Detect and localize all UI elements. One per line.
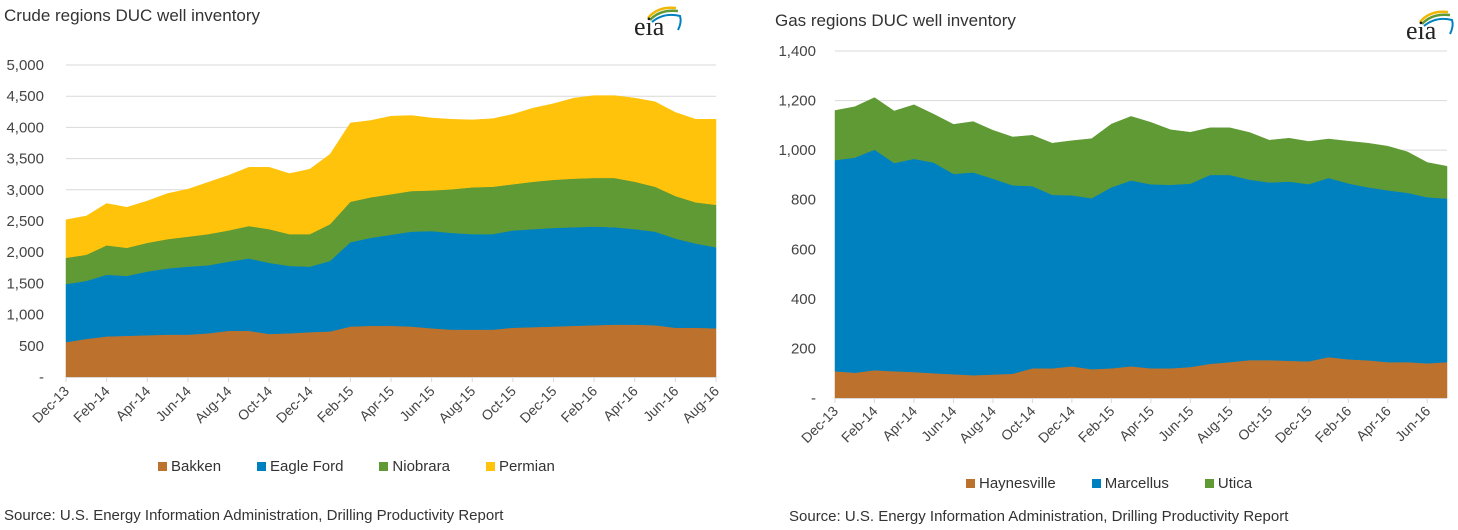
x-tick-label: Jun-14 [152,383,194,425]
legend-swatch [1204,479,1214,488]
x-tick-label: Aug-16 [679,383,722,426]
logo-text: eia [634,12,665,41]
x-tick-label: Dec-13 [29,383,72,426]
y-tick-label: 400 [791,291,816,308]
y-tick-label: 4,500 [6,88,44,105]
x-tick-label: Feb-16 [558,383,601,426]
x-tick-label: Aug-15 [435,383,478,426]
crude-legend: Bakken Eagle Ford Niobrara Permian [158,458,555,475]
logo-swoosh [1419,10,1454,35]
y-tick-label: 800 [791,192,816,209]
x-tick-label: Jun-15 [1155,403,1197,445]
y-tick-label: 1,000 [778,142,816,159]
y-tick-label: 2,000 [6,244,44,261]
x-tick-label: Feb-14 [838,403,881,446]
source-note: Source: U.S. Energy Information Administ… [4,507,504,524]
legend-swatch [379,462,389,471]
legend-item: Haynesville [966,475,1056,492]
y-tick-label: 1,200 [778,93,816,110]
x-tick-label: Jun-15 [396,383,438,425]
x-tick-label: Apr-16 [1353,403,1394,444]
legend-label: Marcellus [1104,475,1169,492]
x-tick-label: Apr-14 [879,403,920,444]
x-tick-label: Jun-16 [1392,403,1434,445]
legend-label: Permian [498,458,555,475]
y-tick-label: 1,000 [6,307,44,324]
y-tick-label: 4,000 [6,119,44,136]
area-permian [65,95,717,259]
y-tick-label: - [39,369,44,386]
y-tick-label: 500 [19,338,44,355]
x-tick-label: Dec-14 [1035,403,1078,446]
x-tick-label: Oct-14 [998,403,1039,444]
logo-swoosh [647,6,682,31]
legend-label: Haynesville [979,475,1056,492]
area-utica [834,97,1448,199]
legend-item: Permian [485,458,555,475]
x-tick-label: Oct-14 [234,383,275,424]
legend-item: Eagle Ford [257,458,343,475]
x-tick-label: Feb-16 [1312,403,1355,446]
y-tick-label: 600 [791,241,816,258]
y-tick-label: 3,500 [6,151,44,168]
chart-title: Gas regions DUC well inventory [775,11,1016,30]
legend-item: Utica [1204,475,1253,492]
x-tick-label: Aug-15 [1193,403,1236,446]
y-tick-label: 200 [791,340,816,357]
legend-item: Bakken [158,458,221,475]
eia-logo-icon: eia [634,2,684,42]
x-tick-label: Jun-14 [918,403,960,445]
gas-chart: - 200 400 600 800 1,000 1,200 1,400 Dec-13Feb-14… [778,43,1448,446]
crude-chart-panel: Crude regions DUC well inventory eia - 50… [4,2,722,524]
y-tick-label: - [811,390,816,407]
x-tick-label: Feb-15 [314,383,357,426]
legend-swatch [257,462,267,471]
y-tick-label: 1,500 [6,275,44,292]
eia-logo-icon: eia [1406,6,1458,46]
x-tick-label: Oct-15 [1234,403,1275,444]
legend-label: Utica [1217,475,1253,492]
y-tick-label: 5,000 [6,57,44,74]
legend-item: Marcellus [1091,475,1169,492]
legend-label: Eagle Ford [270,458,344,475]
legend-label: Bakken [171,458,222,475]
legend-swatch [1091,479,1101,488]
x-tick-label: Apr-15 [1116,403,1157,444]
x-tick-label: Apr-14 [112,383,153,424]
gas-legend: Haynesville Marcellus Utica [966,475,1252,492]
x-tick-label: Aug-14 [956,403,999,446]
x-tick-label: Dec-14 [273,383,316,426]
x-tick-label: Feb-15 [1075,403,1118,446]
y-tick-label: 3,000 [6,182,44,199]
x-tick-label: Jun-16 [640,383,682,425]
logo-text: eia [1406,16,1437,45]
y-tick-label: 1,400 [778,43,816,60]
legend-swatch [966,479,975,488]
gas-chart-panel: Gas regions DUC well inventory eia - 200 4… [730,0,1458,530]
x-tick-label: Apr-15 [356,383,397,424]
x-tick-label: Apr-16 [600,383,641,424]
x-tick-label: Dec-15 [1272,403,1315,446]
legend-swatch [158,462,167,471]
chart-title: Crude regions DUC well inventory [4,6,261,25]
legend-item: Niobrara [379,458,450,475]
x-tick-label: Aug-14 [191,383,234,426]
x-tick-label: Dec-15 [516,383,559,426]
crude-chart: - 500 1,000 1,500 2,000 2,500 3,000 3,500 4,000 4… [6,57,722,426]
y-tick-label: 2,500 [6,213,44,230]
legend-swatch [485,462,495,471]
source-note: Source: U.S. Energy Information Administ… [789,508,1289,525]
x-tick-label: Dec-13 [798,403,841,446]
x-tick-label: Feb-14 [70,383,113,426]
x-tick-label: Oct-15 [478,383,519,424]
legend-label: Niobrara [392,458,450,475]
